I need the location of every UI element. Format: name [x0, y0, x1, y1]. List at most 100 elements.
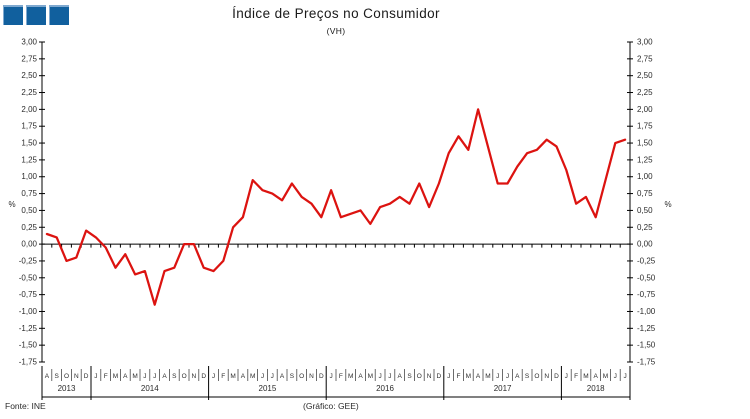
year-label: 2017 — [494, 384, 512, 393]
y-tick-label-left: 1,25 — [21, 155, 37, 164]
y-tick-label-left: -1,00 — [19, 307, 38, 316]
month-label: D — [84, 373, 89, 380]
y-axis-unit-left: % — [8, 200, 15, 209]
cpi-series-line — [45, 108, 627, 306]
y-tick-label-left: 0,50 — [21, 206, 37, 215]
month-label: S — [55, 373, 60, 380]
y-tick-label-right: -0,25 — [637, 256, 656, 265]
month-label: A — [280, 373, 285, 380]
month-label: D — [319, 373, 324, 380]
month-label: A — [241, 373, 246, 380]
y-tick-label-left: 2,75 — [21, 54, 37, 63]
month-label: F — [574, 373, 578, 380]
y-tick-label-right: 1,00 — [637, 172, 653, 181]
y-tick-label-right: 2,25 — [637, 88, 653, 97]
y-tick-label-left: -0,50 — [19, 273, 38, 282]
month-label: O — [417, 373, 422, 380]
chart-title: Índice de Preços no Consumidor — [232, 6, 440, 21]
month-label: M — [250, 373, 255, 380]
year-label: 2018 — [587, 384, 605, 393]
month-label: A — [594, 373, 599, 380]
y-tick-label-right: 1,50 — [637, 139, 653, 148]
month-label: J — [378, 373, 381, 380]
year-label: 2015 — [259, 384, 277, 393]
month-label: F — [221, 373, 225, 380]
y-tick-label-left: 1,50 — [21, 139, 37, 148]
month-label: S — [407, 373, 412, 380]
y-tick-label-left: 0,75 — [21, 189, 37, 198]
logo-square — [49, 5, 69, 25]
y-tick-label-right: -0,75 — [637, 290, 656, 299]
month-label: J — [623, 373, 626, 380]
y-tick-label-left: 2,25 — [21, 88, 37, 97]
logo-square — [3, 5, 23, 25]
y-tick-label-right: 2,75 — [637, 54, 653, 63]
y-tick-label-right: 2,00 — [637, 105, 653, 114]
month-label: A — [162, 373, 167, 380]
y-tick-label-right: 0,75 — [637, 189, 653, 198]
y-tick-label-right: -0,50 — [637, 273, 656, 282]
y-tick-label-right: 3,00 — [637, 38, 653, 47]
footer-credit: (Gráfico: GEE) — [303, 401, 359, 411]
y-tick-label-left: 2,50 — [21, 71, 37, 80]
month-label: M — [466, 373, 471, 380]
month-label: J — [506, 373, 509, 380]
month-label: M — [583, 373, 588, 380]
month-label: M — [230, 373, 235, 380]
y-tick-label-right: 1,75 — [637, 122, 653, 131]
y-tick-label-right: -1,50 — [637, 341, 656, 350]
month-label: N — [309, 373, 314, 380]
y-tick-label-left: -0,25 — [19, 256, 38, 265]
month-label: J — [447, 373, 450, 380]
month-label: J — [143, 373, 146, 380]
y-tick-label-right: -1,75 — [637, 358, 656, 367]
month-label: J — [271, 373, 274, 380]
y-tick-label-right: 1,25 — [637, 155, 653, 164]
y-tick-label-left: 2,00 — [21, 105, 37, 114]
month-label: J — [329, 373, 332, 380]
month-label: S — [172, 373, 177, 380]
chart-subtitle: (VH) — [326, 26, 346, 36]
y-tick-label-left: -1,25 — [19, 324, 38, 333]
month-label: D — [201, 373, 206, 380]
month-label: N — [74, 373, 79, 380]
month-label: S — [525, 373, 530, 380]
y-tick-label-left: -1,50 — [19, 341, 38, 350]
month-label: A — [476, 373, 481, 380]
year-label: 2014 — [141, 384, 159, 393]
month-label: J — [388, 373, 391, 380]
month-label: M — [603, 373, 608, 380]
y-tick-label-left: -0,75 — [19, 290, 38, 299]
y-tick-label-right: -1,00 — [637, 307, 656, 316]
month-label: F — [104, 373, 108, 380]
month-label: N — [192, 373, 197, 380]
y-tick-label-left: -1,75 — [19, 358, 38, 367]
title-block: Índice de Preços no Consumidor (VH) — [0, 6, 672, 36]
y-tick-label-left: 3,00 — [21, 38, 37, 47]
month-label: M — [132, 373, 137, 380]
month-label: J — [614, 373, 617, 380]
month-label: O — [64, 373, 69, 380]
month-label: A — [45, 373, 50, 380]
month-label: J — [153, 373, 156, 380]
month-label: J — [212, 373, 215, 380]
logo-square — [26, 5, 46, 25]
month-label: J — [261, 373, 264, 380]
month-label: M — [368, 373, 373, 380]
month-label: D — [437, 373, 442, 380]
year-label: 2016 — [376, 384, 394, 393]
month-label: O — [182, 373, 187, 380]
month-label: M — [485, 373, 490, 380]
y-tick-label-left: 1,75 — [21, 122, 37, 131]
month-label: O — [534, 373, 539, 380]
month-label: M — [113, 373, 118, 380]
month-label: N — [427, 373, 432, 380]
y-tick-label-right: 0,25 — [637, 223, 653, 232]
month-label: D — [554, 373, 559, 380]
month-label: N — [544, 373, 549, 380]
month-label: M — [348, 373, 353, 380]
footer-source: Fonte: INE — [5, 401, 46, 411]
month-label: J — [94, 373, 97, 380]
